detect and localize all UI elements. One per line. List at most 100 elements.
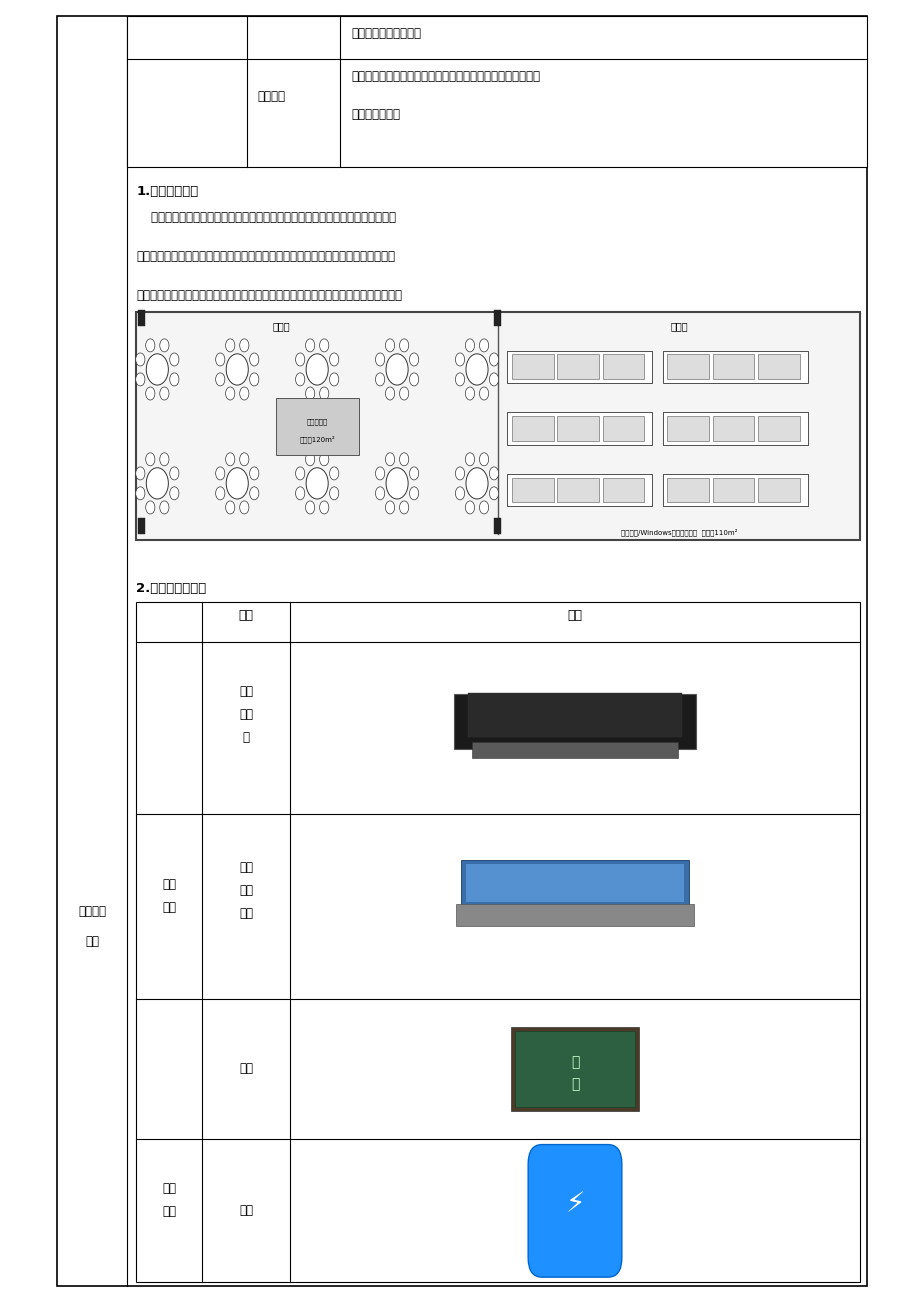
Circle shape [385, 501, 394, 514]
Circle shape [295, 467, 304, 480]
Circle shape [145, 387, 154, 400]
Bar [465, 863, 684, 902]
Text: 教学资源: 教学资源 [78, 905, 106, 918]
Bar [460, 859, 688, 906]
Bar [602, 354, 643, 379]
Bar [557, 415, 598, 440]
Circle shape [479, 453, 488, 466]
Circle shape [226, 354, 248, 385]
Circle shape [455, 487, 464, 500]
Text: 硬件
资源: 硬件 资源 [162, 878, 176, 914]
Bar [511, 415, 553, 440]
Circle shape [305, 453, 314, 466]
Bar [507, 474, 652, 506]
Bar [557, 354, 598, 379]
Circle shape [240, 387, 249, 400]
Circle shape [215, 372, 224, 385]
Bar [662, 411, 807, 445]
FancyBboxPatch shape [528, 1144, 621, 1277]
Bar [511, 478, 553, 503]
Text: 准备: 准备 [85, 935, 99, 948]
Circle shape [455, 372, 464, 385]
Circle shape [240, 453, 249, 466]
Bar [468, 693, 681, 737]
Bar [662, 350, 807, 383]
Text: 微: 微 [570, 1056, 579, 1069]
Circle shape [215, 353, 224, 366]
Bar [757, 354, 799, 379]
Circle shape [489, 372, 498, 385]
Circle shape [489, 487, 498, 500]
Circle shape [329, 487, 338, 500]
Circle shape [160, 501, 169, 514]
Text: 微课: 微课 [239, 1062, 253, 1075]
Bar [456, 904, 693, 926]
Bar [138, 518, 145, 534]
Circle shape [319, 339, 328, 352]
Circle shape [249, 487, 258, 500]
Circle shape [375, 467, 384, 480]
Circle shape [305, 387, 314, 400]
Bar [515, 1031, 634, 1107]
Bar [712, 478, 754, 503]
Circle shape [160, 453, 169, 466]
Circle shape [225, 501, 234, 514]
Circle shape [136, 487, 145, 500]
Circle shape [225, 339, 234, 352]
Bar [57, 16, 866, 1286]
Circle shape [329, 372, 338, 385]
Bar [662, 474, 807, 506]
Bar [602, 478, 643, 503]
Circle shape [295, 353, 304, 366]
Text: 化教学需求，本节课教学场地为小型网络一体化学习站。学习站分为：讨论区（资料: 化教学需求，本节课教学场地为小型网络一体化学习站。学习站分为：讨论区（资料 [136, 250, 395, 263]
Circle shape [215, 467, 224, 480]
Circle shape [319, 501, 328, 514]
Circle shape [409, 467, 418, 480]
Circle shape [169, 372, 178, 385]
Circle shape [479, 501, 488, 514]
Circle shape [145, 501, 154, 514]
Text: 交流合作方面是难点。: 交流合作方面是难点。 [351, 27, 421, 40]
Bar [507, 411, 652, 445]
Text: 小型网络/Windows服务器学习站  面积：110m²: 小型网络/Windows服务器学习站 面积：110m² [620, 529, 737, 536]
Circle shape [215, 487, 224, 500]
Circle shape [409, 487, 418, 500]
Bar [453, 694, 696, 749]
Text: 面积：120m²: 面积：120m² [299, 436, 335, 443]
Text: 软件
资源: 软件 资源 [162, 1182, 176, 1219]
Bar [712, 354, 754, 379]
Bar [602, 415, 643, 440]
Circle shape [465, 339, 474, 352]
Circle shape [319, 387, 328, 400]
Bar [507, 350, 652, 383]
Circle shape [146, 354, 168, 385]
Text: 讨论区: 讨论区 [272, 322, 289, 332]
Circle shape [295, 487, 304, 500]
Circle shape [375, 487, 384, 500]
Circle shape [306, 467, 328, 499]
Circle shape [240, 339, 249, 352]
Text: 要点进行交付。: 要点进行交付。 [351, 108, 400, 121]
Circle shape [136, 372, 145, 385]
Bar [712, 415, 754, 440]
Circle shape [399, 501, 408, 514]
Circle shape [399, 387, 408, 400]
Circle shape [465, 453, 474, 466]
Circle shape [160, 339, 169, 352]
Circle shape [169, 487, 178, 500]
Circle shape [225, 387, 234, 400]
Text: 集中教学区: 集中教学区 [306, 418, 327, 424]
Circle shape [409, 372, 418, 385]
Text: 实操区: 实操区 [670, 322, 687, 332]
Circle shape [169, 467, 178, 480]
Bar [494, 518, 501, 534]
Bar [510, 1027, 639, 1111]
Text: 台式
计算
机: 台式 计算 机 [239, 685, 253, 745]
Text: 课: 课 [570, 1078, 579, 1091]
Circle shape [225, 453, 234, 466]
Circle shape [375, 372, 384, 385]
Text: 2.硬件及软件资源: 2.硬件及软件资源 [136, 582, 206, 595]
Circle shape [385, 387, 394, 400]
Bar [136, 312, 859, 540]
Circle shape [479, 339, 488, 352]
